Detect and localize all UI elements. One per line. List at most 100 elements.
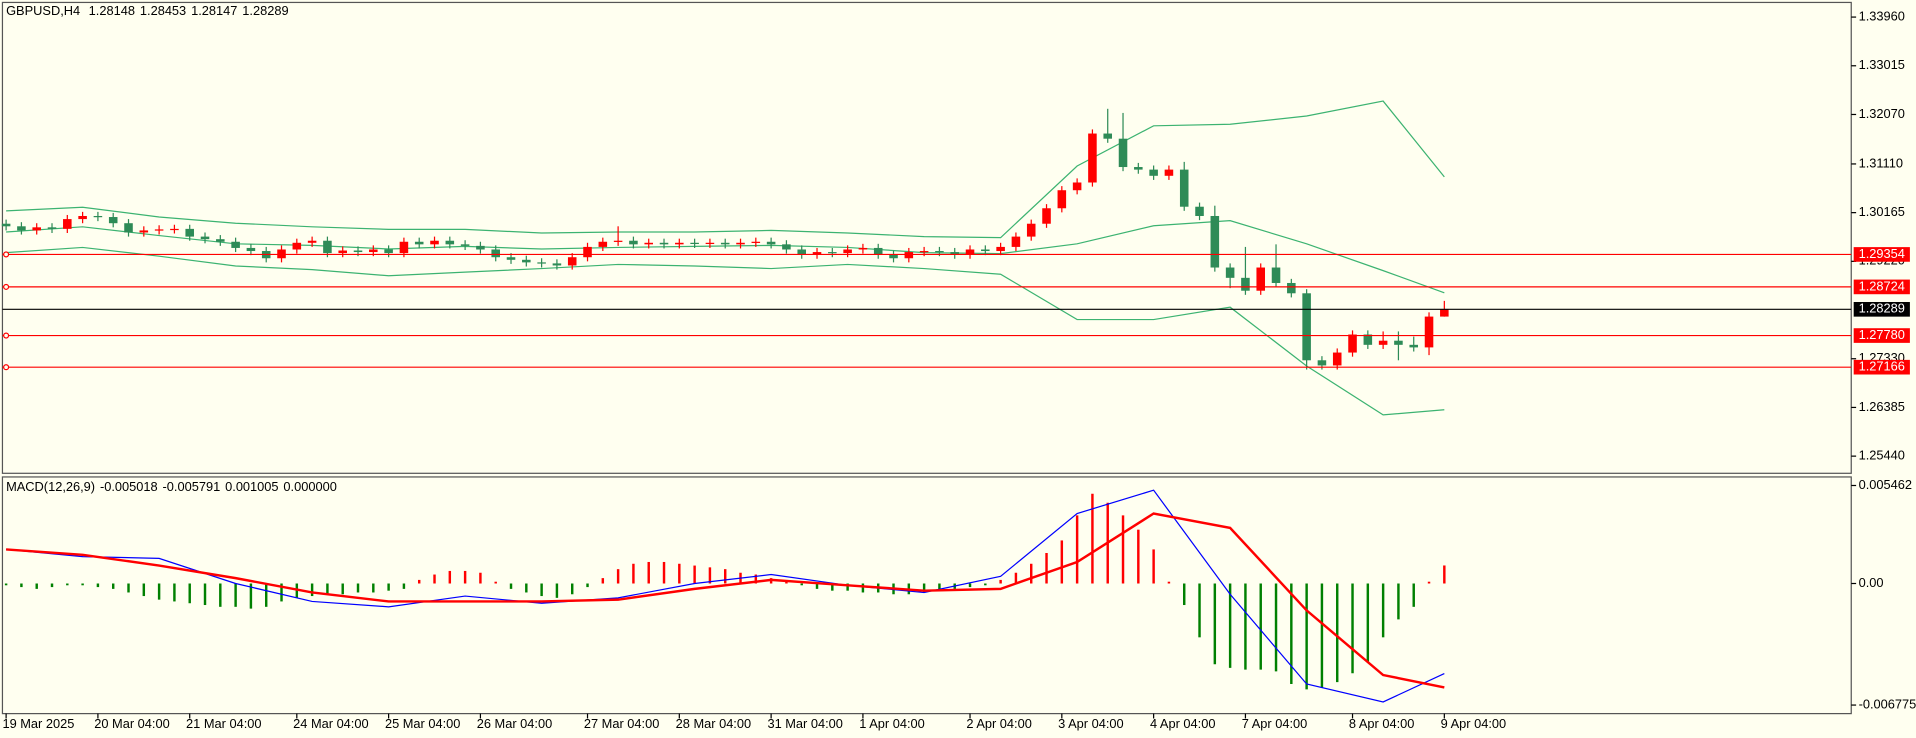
candle-body [1241,277,1250,291]
candle-body [996,246,1005,252]
y-tick-label: 1.33015 [1859,57,1905,72]
x-tick-label: 9 Apr 04:00 [1441,716,1507,731]
candle-body [1,223,11,227]
band-upper [6,100,1445,239]
candle-body [1302,293,1311,361]
y-tick-label: 1.32070 [1859,106,1905,121]
y-tick-label: 1.33960 [1859,8,1905,23]
symbol: GBPUSD,H4 [6,4,80,19]
level-label-bg [1853,279,1910,295]
candle-body [1195,206,1204,216]
candle-body [1287,282,1296,294]
candle-body [1149,169,1158,176]
macd-pane [1,476,1852,715]
x-tick-label: 27 Mar 04:00 [584,716,659,731]
candle-body [690,242,699,245]
candle-body [1394,340,1403,345]
candle-body [981,249,990,252]
candle-body [369,249,378,253]
candle-body [1378,340,1388,345]
candle-body [384,249,393,254]
candle-body [567,257,577,266]
x-tick-label: 3 Apr 04:00 [1058,716,1124,731]
price-header: GBPUSD,H4 1.28148 1.28453 1.28147 1.28289 [6,4,288,19]
candle-body [414,241,424,245]
candle-body [782,244,791,250]
macd-signal-line [6,512,1445,689]
x-tick-label: 31 Mar 04:00 [767,716,842,731]
candle-body [93,215,103,218]
macd-title: MACD(12,26,9) [6,479,95,494]
candle-body [812,252,822,255]
candle-body [1011,236,1021,247]
candle-body [353,250,363,253]
candle-body [338,250,347,254]
candle-body [1424,316,1434,348]
level-anchor [3,251,10,258]
candle-body [200,236,210,240]
candle-body [1118,138,1128,168]
candle-body [292,242,302,250]
macd-histogram-value: 0.001005 [225,479,278,494]
candle-body [522,259,531,263]
macd-extra-value: 0.000000 [283,479,336,494]
candle-body [139,230,149,233]
candle-body [430,240,439,245]
candle-body [124,223,133,233]
candle-body [858,247,868,250]
x-tick-label: 1 Apr 04:00 [859,716,925,731]
macd-main-line [6,489,1445,703]
candle-body [919,251,929,253]
level-anchor [3,283,10,290]
candle-body [1134,167,1143,170]
candle-body [185,228,194,237]
candle-body [1225,267,1235,278]
candle-body [766,241,776,245]
candle-body [476,245,485,250]
candle-body [720,242,730,245]
candle-body [1057,190,1067,209]
y-tick-label: 1.30165 [1859,204,1905,219]
candle-body [629,240,638,245]
x-tick-label: 24 Mar 04:00 [293,716,368,731]
candle-body [889,254,898,259]
candle-body [1164,169,1174,176]
y-tick-label: 0.005462 [1859,477,1912,492]
x-tick-label: 26 Mar 04:00 [477,716,552,731]
level-label: 1.28724 [1859,278,1905,293]
macd-main-value: -0.005018 [100,479,158,494]
candle-body [1317,360,1327,366]
level-anchor [3,332,10,339]
x-tick-label: 19 Mar 2025 [2,716,74,731]
candle-body [1348,334,1357,353]
level-label: 1.27166 [1859,359,1905,374]
candle-body [47,227,57,229]
x-tick-label: 21 Mar 04:00 [186,716,261,731]
x-tick-label: 20 Mar 04:00 [94,716,169,731]
candle-body [1088,133,1097,183]
candle-body [1409,344,1419,348]
candle-body [231,241,240,248]
last-price-bg [1853,301,1910,317]
candle-body [63,219,72,229]
x-tick-label: 4 Apr 04:00 [1150,716,1216,731]
candle-body [904,252,914,259]
candle-body [843,249,852,254]
candle-body [506,257,516,260]
candle-body [323,240,332,254]
y-tick-label: 1.26385 [1859,399,1905,414]
level-anchor [3,364,10,371]
x-tick-label: 28 Mar 04:00 [676,716,751,731]
candle-body [246,247,256,252]
candle-body [154,229,164,231]
candle-body [736,242,745,245]
x-tick-label: 2 Apr 04:00 [966,716,1032,731]
y-tick-label: -0.006775 [1859,696,1916,711]
candle-body [445,240,455,245]
header-close: 1.28289 [242,4,288,19]
macd-header: MACD(12,26,9) -0.005018 -0.005791 0.001005 0… [6,479,337,494]
last-price-label: 1.28289 [1859,301,1905,316]
